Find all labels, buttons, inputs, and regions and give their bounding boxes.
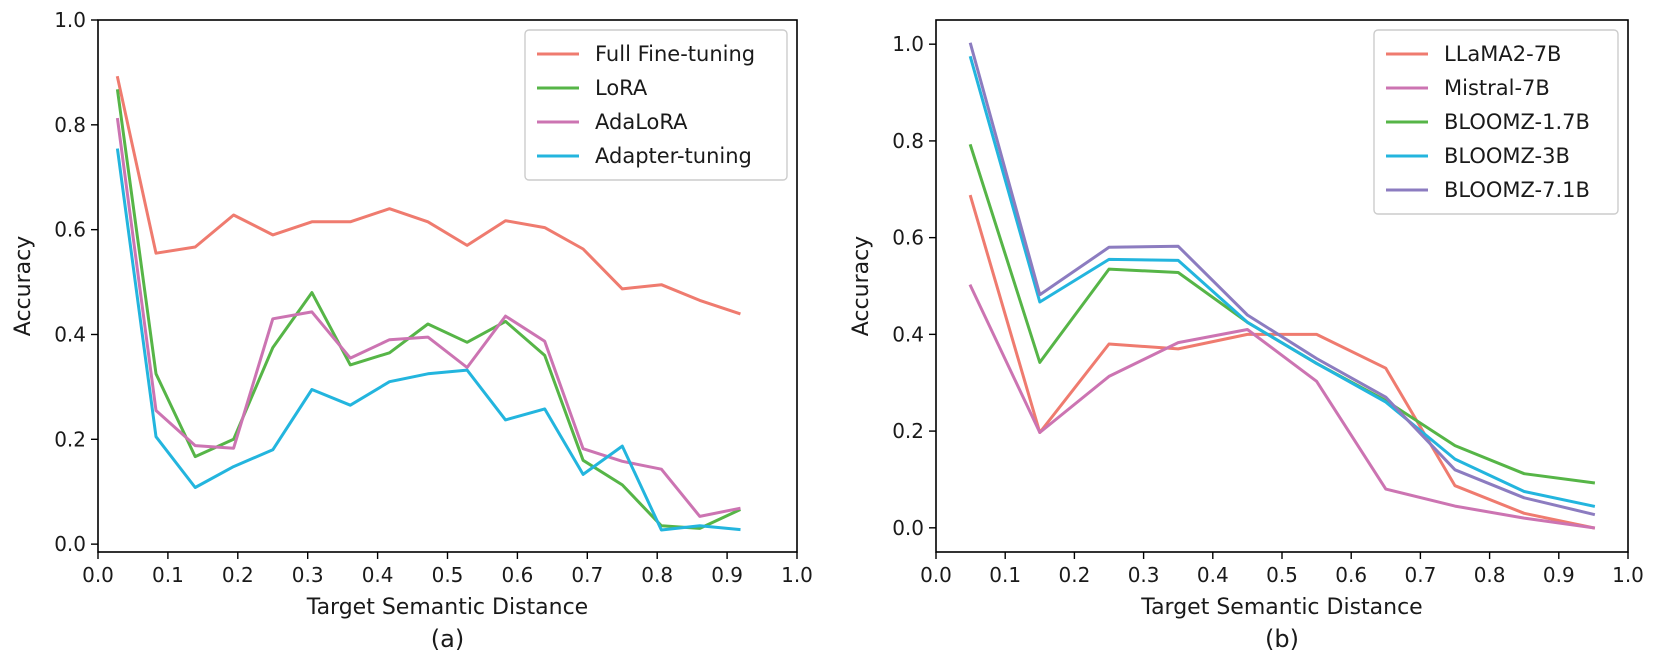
legend-box [524, 29, 788, 181]
x-tick-label: 0.6 [1335, 563, 1367, 587]
x-tick-label: 0.2 [1058, 563, 1090, 587]
series-line-bloomz-7-1b [968, 42, 1596, 517]
y-tick-label: 0.0 [54, 532, 86, 556]
chart-panel-a: 0.0 0.1 0.2 0.3 0.4 0.5 0.6 0.7 0.8 0.9 1.0 0.0 0.2 0… [11, 8, 813, 653]
x-tick-label: 0.7 [1404, 563, 1436, 587]
x-tick-label: 0.5 [1266, 563, 1298, 587]
y-tick-label: 0.2 [892, 419, 924, 443]
legend-label-bloomz-7-1b: BLOOMZ-7.1B [1444, 178, 1590, 202]
y-tick-label: 1.0 [892, 32, 924, 56]
series-line-full-fine-tuning [115, 75, 741, 316]
x-tick-label: 0.3 [292, 563, 324, 587]
y-tick-label: 0.6 [892, 226, 924, 250]
series-line-bloomz-3b [968, 55, 1596, 508]
legend-label-lora: LoRA [595, 76, 648, 100]
y-tick-label: 1.0 [54, 8, 86, 32]
x-tick-label: 0.8 [641, 563, 673, 587]
panel-label: (a) [431, 625, 464, 653]
y-tick-label: 0.8 [54, 113, 86, 137]
y-axis-label: Accuracy [849, 236, 874, 336]
x-tick-label: 0.6 [501, 563, 533, 587]
legend-label-llama2-7b: LLaMA2-7B [1444, 42, 1561, 66]
series-line-lora [115, 89, 741, 530]
y-tick-label: 0.4 [892, 322, 924, 346]
x-tick-label: 0.7 [571, 563, 603, 587]
legend-label-full-fine-tuning: Full Fine-tuning [595, 42, 755, 66]
x-tick-label: 1.0 [1612, 563, 1644, 587]
x-tick-label: 0.4 [362, 563, 394, 587]
series-line-adalora [115, 117, 741, 518]
x-tick-label: 0.5 [432, 563, 464, 587]
y-tick-label: 0.4 [54, 322, 86, 346]
legend-label-adapter-tuning: Adapter-tuning [595, 144, 752, 168]
x-tick-label: 0.9 [711, 563, 743, 587]
y-axis-label: Accuracy [11, 236, 36, 336]
y-tick-label: 0.2 [54, 427, 86, 451]
x-axis-label: Target Semantic Distance [306, 595, 588, 620]
x-tick-label: 0.1 [989, 563, 1021, 587]
legend-label-mistral-7b: Mistral-7B [1444, 76, 1550, 100]
x-tick-label: 0.2 [222, 563, 254, 587]
x-axis-label: Target Semantic Distance [1140, 595, 1422, 620]
x-tick-label: 0.8 [1474, 563, 1506, 587]
panel-label: (b) [1265, 625, 1299, 653]
legend-label-bloomz-1-7b: BLOOMZ-1.7B [1444, 110, 1590, 134]
y-tick-label: 0.0 [892, 516, 924, 540]
y-tick-label: 0.8 [892, 129, 924, 153]
legend: LLaMA2-7B Mistral-7B BLOOMZ-1.7B BLOOMZ-3B B… [1373, 29, 1619, 215]
series-lines [968, 42, 1596, 530]
legend-label-bloomz-3b: BLOOMZ-3B [1444, 144, 1570, 168]
x-tick-label: 0.0 [920, 563, 952, 587]
x-tick-label: 0.9 [1543, 563, 1575, 587]
x-tick-label: 1.0 [781, 563, 813, 587]
x-tick-label: 0.4 [1197, 563, 1229, 587]
chart-panel-b: 0.0 0.1 0.2 0.3 0.4 0.5 0.6 0.7 0.8 0.9 1.0 0.0 0.2 0… [849, 19, 1644, 653]
x-tick-label: 0.1 [152, 563, 184, 587]
series-lines [115, 75, 741, 532]
legend-label-adalora: AdaLoRA [595, 110, 688, 134]
x-tick-label: 0.3 [1128, 563, 1160, 587]
y-tick-label: 0.6 [54, 218, 86, 242]
series-line-llama2-7b [968, 194, 1596, 530]
legend-box [1373, 29, 1619, 215]
series-line-adapter-tuning [115, 148, 741, 532]
series-line-mistral-7b [968, 284, 1596, 530]
legend: Full Fine-tuning LoRA AdaLoRA Adapter-tunin… [524, 29, 788, 181]
x-tick-label: 0.0 [82, 563, 114, 587]
